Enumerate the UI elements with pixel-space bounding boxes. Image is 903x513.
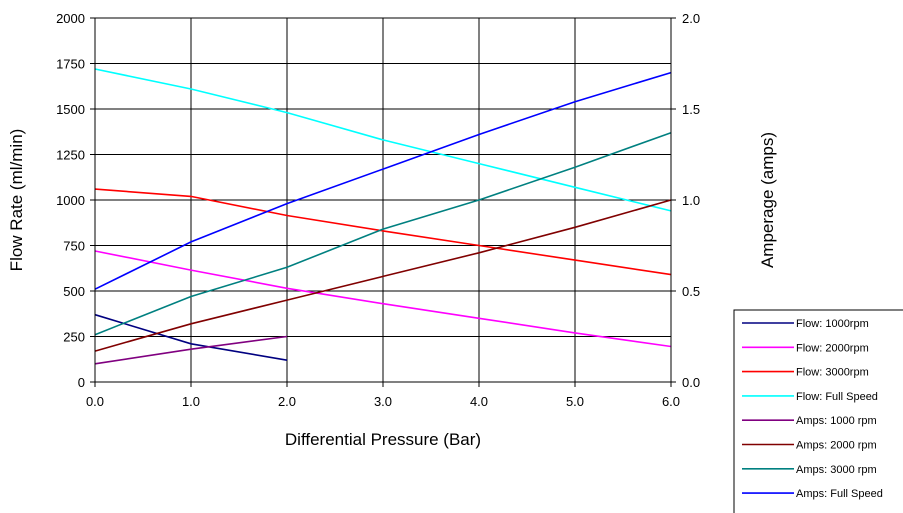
x-tick-label: 0.0 bbox=[86, 394, 104, 409]
x-tick-label: 1.0 bbox=[182, 394, 200, 409]
series-line-amps-1000-rpm bbox=[94, 335, 288, 365]
y2-tick-label: 0.5 bbox=[682, 284, 700, 299]
right-y-axis-ticks: 0.0 0.5 1.0 1.5 2.0 bbox=[671, 11, 700, 390]
x-tick-label: 4.0 bbox=[470, 394, 488, 409]
gridlines bbox=[94, 17, 672, 383]
y-tick-label: 1250 bbox=[56, 148, 85, 163]
x-axis-title: Differential Pressure (Bar) bbox=[285, 430, 481, 449]
legend: Flow: 1000rpm Flow: 2000rpm Flow: 3000rpm F… bbox=[733, 309, 903, 513]
y-tick-label: 2000 bbox=[56, 11, 85, 26]
series-line-amps-2000-rpm bbox=[94, 199, 672, 352]
x-tick-label: 3.0 bbox=[374, 394, 392, 409]
series-line-amps-full-speed bbox=[94, 71, 672, 290]
x-axis-ticks: 0.0 1.0 2.0 3.0 4.0 5.0 6.0 bbox=[86, 382, 680, 409]
y-tick-label: 500 bbox=[63, 284, 85, 299]
legend-label-amps-3000-rpm: Amps: 3000 rpm bbox=[796, 464, 877, 476]
y-tick-label: 1000 bbox=[56, 193, 85, 208]
left-y-axis-ticks: 0 250 500 750 1000 1250 1500 1750 2000 bbox=[56, 11, 95, 390]
series-line-flow-3000rpm bbox=[94, 188, 672, 276]
legend-box bbox=[733, 309, 903, 513]
legend-label-amps-full-speed: Amps: Full Speed bbox=[796, 488, 883, 500]
y2-tick-label: 1.5 bbox=[682, 102, 700, 117]
legend-label-flow-3000rpm: Flow: 3000rpm bbox=[796, 367, 869, 379]
x-tick-label: 5.0 bbox=[566, 394, 584, 409]
series-line-flow-1000rpm bbox=[94, 313, 288, 361]
y-tick-label: 1750 bbox=[56, 57, 85, 72]
legend-label-flow-2000rpm: Flow: 2000rpm bbox=[796, 342, 869, 354]
y2-tick-label: 2.0 bbox=[682, 11, 700, 26]
x-tick-label: 6.0 bbox=[662, 394, 680, 409]
series-line-flow-2000rpm bbox=[94, 250, 672, 348]
series-line-flow-full-speed bbox=[94, 68, 672, 212]
series-line-amps-3000-rpm bbox=[94, 131, 672, 336]
y-tick-label: 250 bbox=[63, 330, 85, 345]
legend-label-amps-2000-rpm: Amps: 2000 rpm bbox=[796, 440, 877, 452]
legend-label-amps-1000-rpm: Amps: 1000 rpm bbox=[796, 415, 877, 427]
series-lines bbox=[94, 68, 672, 365]
right-y-axis-title: Amperage (amps) bbox=[758, 132, 777, 268]
x-tick-label: 2.0 bbox=[278, 394, 296, 409]
left-y-axis-title: Flow Rate (ml/min) bbox=[7, 129, 26, 272]
y-tick-label: 1500 bbox=[56, 102, 85, 117]
y-tick-label: 0 bbox=[78, 375, 85, 390]
legend-label-flow-1000rpm: Flow: 1000rpm bbox=[796, 318, 869, 330]
y2-tick-label: 0.0 bbox=[682, 375, 700, 390]
legend-label-flow-full-speed: Flow: Full Speed bbox=[796, 391, 878, 403]
y2-tick-label: 1.0 bbox=[682, 193, 700, 208]
y-tick-label: 750 bbox=[63, 239, 85, 254]
